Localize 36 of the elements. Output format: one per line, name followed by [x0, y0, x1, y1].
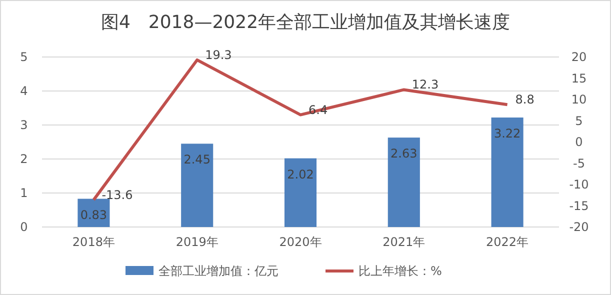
data-label: 19.3	[205, 48, 232, 62]
legend-label: 全部工业增加值：亿元	[158, 264, 278, 278]
x-tick-label: 2021年	[382, 235, 426, 249]
y2-tick-label: 0	[575, 135, 583, 149]
y2-tick-label: 5	[575, 114, 583, 128]
x-tick-label: 2018年	[72, 235, 115, 249]
bar	[284, 158, 317, 227]
y-tick-label: 3	[20, 118, 28, 132]
data-label: 2.02	[287, 167, 314, 182]
data-label: 12.3	[412, 78, 439, 92]
y2-tick-label: -10	[569, 178, 589, 192]
y2-tick-label: 20	[571, 50, 587, 64]
data-label: 8.8	[515, 92, 534, 107]
bar	[388, 138, 420, 227]
legend-label: 比上年增长：%	[358, 264, 442, 278]
bar	[491, 118, 524, 227]
y2-tick-label: -20	[569, 220, 589, 234]
y2-tick-label: 10	[571, 92, 587, 106]
data-label: 3.22	[494, 126, 521, 141]
y2-tick-label: -15	[569, 198, 589, 213]
y2-tick-label: 15	[571, 71, 587, 86]
bar	[181, 144, 214, 227]
y-tick-label: 2	[20, 152, 28, 166]
chart-title: 图4 2018—2022年全部工业增加值及其增长速度	[100, 12, 510, 33]
y-tick-label: 5	[20, 50, 28, 64]
data-label: 2.63	[390, 146, 418, 161]
data-label: 2.45	[184, 152, 210, 167]
data-label: 0.83	[80, 208, 108, 222]
y-tick-label: 4	[20, 84, 28, 98]
x-tick-label: 2019年	[176, 235, 218, 249]
y-tick-label: 1	[20, 186, 28, 200]
y2-tick-label: -5	[573, 156, 585, 170]
data-label: -13.6	[102, 188, 133, 202]
x-tick-label: 2020年	[279, 235, 322, 249]
x-tick-label: 2022年	[486, 235, 529, 249]
y-tick-label: 0	[20, 220, 28, 234]
